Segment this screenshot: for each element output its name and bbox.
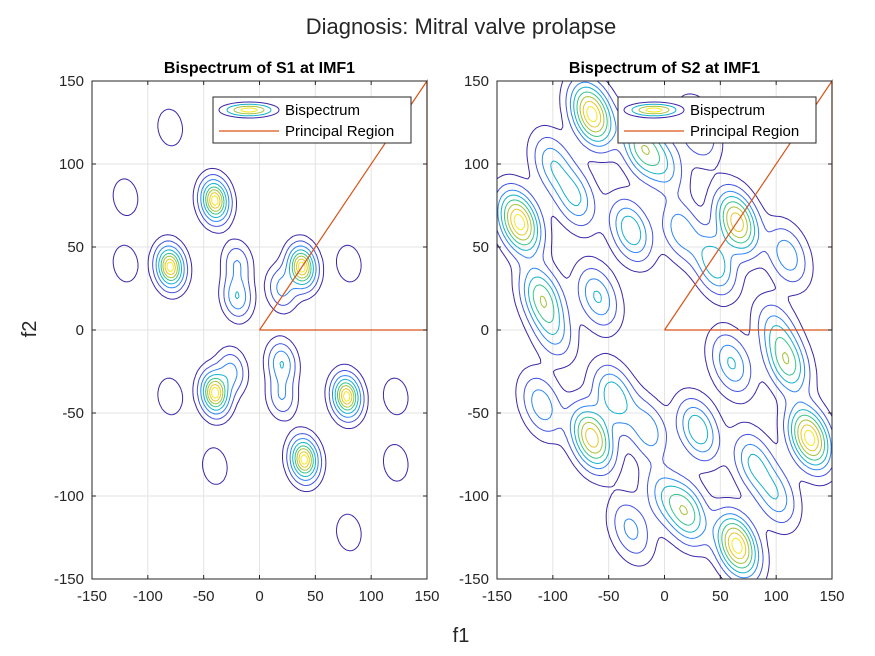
x-tick-label: -100 xyxy=(538,588,568,605)
contour-level-7 xyxy=(513,106,816,554)
legend-s2: Bispectrum Principal Region xyxy=(617,96,817,144)
y-tick-label: 0 xyxy=(76,322,84,339)
legend-entry-bispectrum: Bispectrum xyxy=(285,102,360,119)
contour-level-1 xyxy=(496,80,833,580)
x-tick-label: 100 xyxy=(359,588,384,605)
contour-level-6 xyxy=(164,192,353,468)
legend-contour-ring xyxy=(645,107,663,113)
contour-level-2 xyxy=(155,179,362,481)
y-tick-label: 50 xyxy=(472,239,489,256)
x-tick-label: 0 xyxy=(660,588,668,605)
y-tick-label: -50 xyxy=(467,405,489,422)
y-tick-label: -150 xyxy=(459,571,489,588)
x-tick-label: 50 xyxy=(712,588,729,605)
legend-contour-ring xyxy=(631,103,677,117)
legend-contour-ring xyxy=(226,103,272,117)
y-tick-label: 100 xyxy=(464,156,489,173)
y-tick-label: 100 xyxy=(59,156,84,173)
x-tick-label: 0 xyxy=(255,588,263,605)
y-tick-label: -50 xyxy=(62,405,84,422)
contour-level-4 xyxy=(160,186,357,474)
legend-contour-ring xyxy=(240,107,258,113)
legend-contour-ring xyxy=(623,101,685,119)
contour-level-7 xyxy=(166,195,351,465)
contour-level-0 xyxy=(112,108,409,552)
legend-contour-ring xyxy=(233,105,265,115)
legend-bispectrum-icon xyxy=(218,101,280,119)
figure-xlabel: f1 xyxy=(453,625,470,647)
y-tick-label: 0 xyxy=(481,322,489,339)
contour-level-6 xyxy=(510,100,819,560)
legend-contour-ring xyxy=(638,105,670,115)
y-tick-label: 150 xyxy=(59,73,84,90)
x-tick-label: -150 xyxy=(482,588,512,605)
legend-entry-bispectrum: Bispectrum xyxy=(690,102,765,119)
legend-contour-ring xyxy=(218,101,280,119)
legend-bispectrum-icon xyxy=(623,101,685,119)
contour-level-4 xyxy=(503,91,826,569)
bispectrum-contours-s2 xyxy=(496,80,833,580)
x-tick-label: -150 xyxy=(77,588,107,605)
y-tick-label: -100 xyxy=(459,488,489,505)
y-tick-label: -150 xyxy=(54,571,84,588)
x-tick-label: -50 xyxy=(598,588,620,605)
contour-level-0 xyxy=(496,80,833,580)
legend-entry-principal-region: Principal Region xyxy=(285,123,394,140)
x-tick-label: 50 xyxy=(307,588,324,605)
contour-level-1 xyxy=(152,174,365,486)
x-tick-label: 100 xyxy=(764,588,789,605)
y-tick-label: 50 xyxy=(67,239,84,256)
x-tick-label: 150 xyxy=(819,588,844,605)
y-tick-label: -100 xyxy=(54,488,84,505)
y-tick-label: 150 xyxy=(464,73,489,90)
panel-title-s1: Bispectrum of S1 at IMF1 xyxy=(164,60,355,77)
contour-level-5 xyxy=(162,189,355,471)
figure-suptitle: Diagnosis: Mitral valve prolapse xyxy=(306,14,617,39)
ticks-s1: -150 -100 -50 0 50 100 150 -150 -100 -50 0 50 100 150 xyxy=(54,73,440,605)
contour-level-3 xyxy=(158,183,359,477)
legend-s1: Bispectrum Principal Region xyxy=(212,96,412,144)
figure-ylabel: f2 xyxy=(19,321,41,338)
x-tick-label: -50 xyxy=(193,588,215,605)
bispectrum-contours-s1 xyxy=(112,108,409,552)
x-tick-label: -100 xyxy=(133,588,163,605)
contour-level-5 xyxy=(507,96,822,564)
legend-entry-principal-region: Principal Region xyxy=(690,123,799,140)
panel-s1: -150 -100 -50 0 50 100 150 -150 -100 -50 0 50 100 150… xyxy=(54,60,440,605)
ticks-s2: -150 -100 -50 0 50 100 150 -150 -100 -50 0 50 100 150 xyxy=(459,73,845,605)
panel-title-s2: Bispectrum of S2 at IMF1 xyxy=(569,60,760,77)
contour-level-2 xyxy=(497,81,832,579)
panel-s2: -150 -100 -50 0 50 100 150 -150 -100 -50 0 50 100 150… xyxy=(459,60,845,605)
x-tick-label: 150 xyxy=(414,588,439,605)
